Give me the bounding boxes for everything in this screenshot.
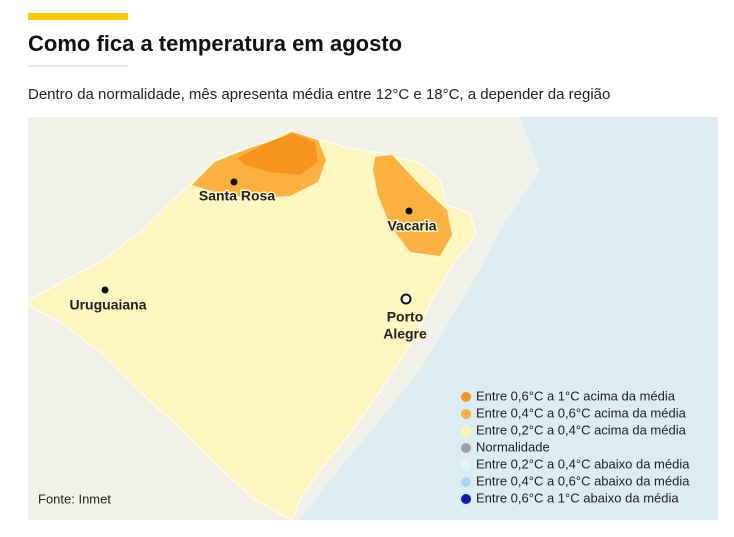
city-label: Uruguaiana bbox=[69, 297, 146, 313]
city-dot bbox=[405, 207, 413, 215]
legend-swatch bbox=[461, 477, 471, 487]
legend-swatch bbox=[461, 409, 471, 419]
legend-swatch bbox=[461, 460, 471, 470]
legend-label: Entre 0,2°C a 0,4°C abaixo da média bbox=[476, 456, 690, 471]
legend-label: Entre 0,4°C a 0,6°C acima da média bbox=[476, 405, 687, 420]
legend-label: Entre 0,6°C a 1°C acima da média bbox=[476, 388, 676, 403]
legend-label: Entre 0,2°C a 0,4°C acima da média bbox=[476, 422, 687, 437]
legend-label: Entre 0,6°C a 1°C abaixo da média bbox=[476, 490, 679, 505]
title: Como fica a temperatura em agosto bbox=[28, 31, 402, 56]
capital-dot bbox=[400, 293, 412, 305]
legend-swatch bbox=[461, 426, 471, 436]
legend-swatch bbox=[461, 443, 471, 453]
accent-bar bbox=[28, 13, 128, 20]
sea bbox=[300, 117, 718, 520]
legend: Entre 0,6°C a 1°C acima da média Entre 0,… bbox=[461, 388, 690, 505]
city-label: Alegre bbox=[383, 326, 427, 342]
warm-region bbox=[373, 155, 452, 256]
subtitle: Dentro da normalidade, mês apresenta méd… bbox=[28, 86, 610, 103]
city-dot bbox=[101, 286, 109, 294]
city-label: Vacaria bbox=[387, 218, 436, 234]
city-label: Porto bbox=[387, 309, 424, 325]
legend-swatch bbox=[461, 494, 471, 504]
source: Fonte: Inmet bbox=[38, 491, 111, 506]
map: Santa Rosa Vacaria Uruguaiana Porto Aleg… bbox=[27, 117, 718, 521]
state-shape bbox=[27, 129, 477, 521]
city-label: Santa Rosa bbox=[199, 188, 275, 204]
city-dot bbox=[230, 178, 238, 186]
legend-label: Normalidade bbox=[476, 439, 550, 454]
legend-swatch bbox=[461, 392, 471, 402]
legend-label: Entre 0,4°C a 0,6°C abaixo da média bbox=[476, 473, 690, 488]
hot-region bbox=[238, 133, 318, 175]
